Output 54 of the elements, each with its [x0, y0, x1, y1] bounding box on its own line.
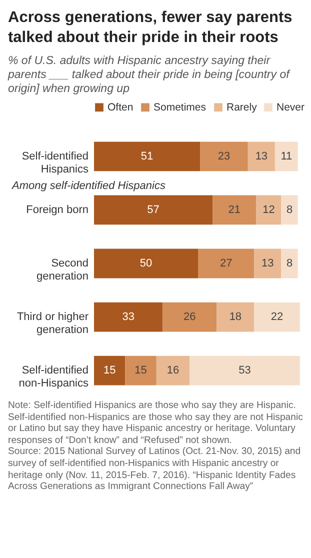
chart-subtitle: % of U.S. adults with Hispanic ancestry saying their parents ___ talked about their pride in being [country of origin] when growing up: [8, 54, 292, 96]
bar: [190, 356, 300, 386]
data-label: 50: [140, 258, 152, 270]
legend-label: Sometimes: [154, 101, 206, 114]
data-label: 33: [122, 311, 134, 324]
bar: [281, 248, 298, 278]
bar: [212, 195, 256, 225]
data-label: 13: [262, 258, 274, 270]
data-label: 16: [166, 364, 180, 377]
bar: [248, 142, 275, 172]
bar: [94, 356, 126, 386]
y-tick-label: Third or higher generation: [16, 311, 89, 336]
data-label: 21: [228, 204, 241, 216]
annotation: Among self-identified Hispanics: [11, 180, 166, 192]
data-label: 11: [280, 150, 292, 162]
bar: [254, 248, 282, 278]
data-label: 12: [262, 204, 275, 216]
data-label: 13: [255, 150, 268, 162]
bar: [125, 356, 156, 386]
source-note: Source: 2015 National Survey of Latinos (Oct. 21-Nov. 30, 2015) and survey of self-identified non-Hispanics with Hispanic ancestry or heritage only (Nov. 11, 2015-Feb. 7, 2016). “Hispanic Identity Fades Across Generations as Immigrant Connections Fall Away”: [8, 446, 302, 493]
bar: [94, 142, 200, 172]
bar: [256, 195, 282, 225]
data-label: 15: [103, 364, 116, 377]
data-label: 22: [270, 311, 284, 324]
data-label: 8: [286, 204, 293, 216]
data-label: 53: [238, 364, 251, 377]
bar: [162, 302, 217, 332]
bar: [274, 142, 298, 172]
bar: [254, 302, 300, 332]
y-tick-label: Self-identified non-Hispanics: [18, 364, 89, 390]
bar: [94, 248, 198, 278]
data-label: 27: [220, 258, 232, 270]
bar: [94, 195, 213, 225]
bar: [94, 302, 163, 332]
data-label: 8: [286, 258, 293, 270]
data-label: 23: [218, 150, 230, 162]
data-label: 51: [140, 150, 154, 162]
y-tick-label: Second generation: [36, 258, 88, 282]
data-label: 15: [134, 364, 147, 377]
legend-label: Never: [276, 101, 306, 114]
bar: [156, 356, 190, 386]
chart-title: Across generations, fewer say parents talked about their pride in their roots: [8, 8, 294, 48]
bar: [200, 142, 248, 172]
y-tick-label: Self-identified Hispanics: [22, 150, 89, 176]
data-label: 57: [147, 204, 160, 216]
bar: [216, 302, 254, 332]
y-tick-label: Foreign born: [26, 204, 88, 216]
legend-label: Often: [108, 101, 134, 114]
data-label: 26: [184, 311, 196, 324]
legend-label: Rarely: [226, 101, 258, 114]
bar: [198, 248, 254, 278]
annotation: Note: Self-identified Hispanics are those who say they are Hispanic. Self-identified non-Hispanics are those who say they are not Hispanic or Latino but say they have Hispanic ancestry or heritage. Voluntary responses of “Don’t know” and “Refused” not shown.: [8, 400, 303, 446]
bar: [281, 195, 298, 225]
data-label: 18: [229, 311, 242, 324]
